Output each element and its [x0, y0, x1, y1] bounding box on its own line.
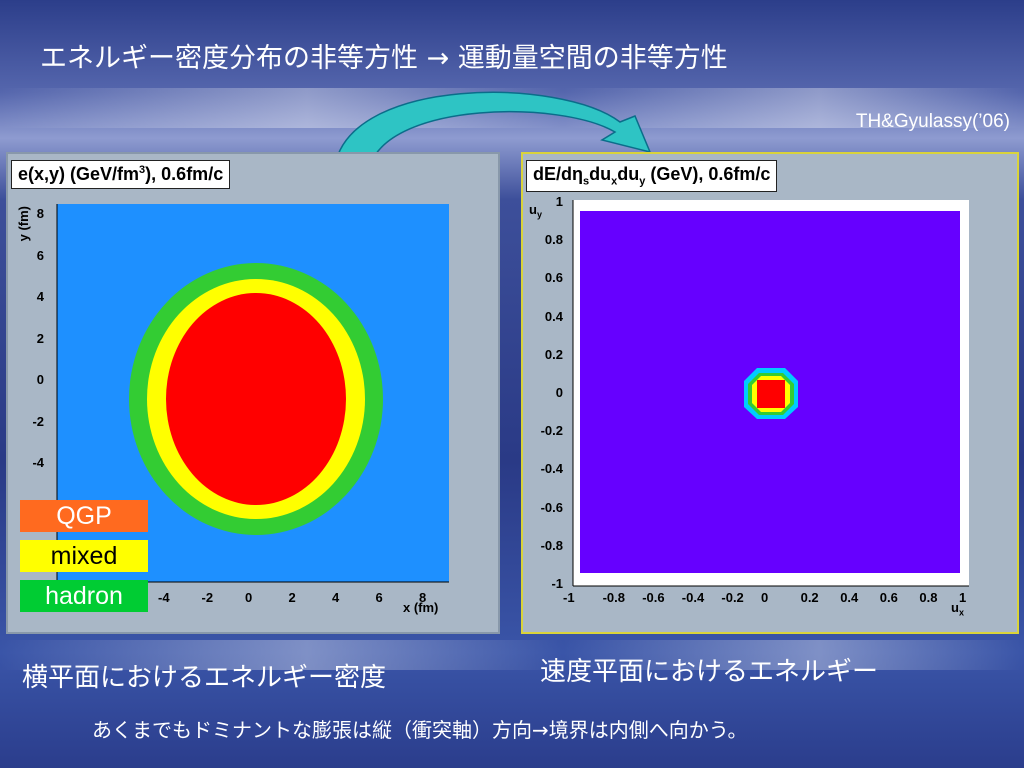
x-tick-label: -0.8	[602, 590, 625, 605]
y-tick-label: -4	[32, 455, 44, 470]
velocity-energy-plot	[572, 200, 969, 587]
slide-title: エネルギー密度分布の非等方性 → 運動量空間の非等方性	[40, 43, 728, 74]
x-tick-label: 0	[761, 590, 769, 605]
velocity-energy-panel: dE/dηsduxduy (GeV), 0.6fm/c uy 1 0.8 0.6 0.…	[521, 152, 1019, 634]
x-tick-label: 4	[332, 590, 340, 605]
energy-density-plot	[56, 204, 449, 583]
y-axis-label: uy	[529, 202, 542, 220]
x-tick-label: 6	[375, 590, 383, 605]
x-axis-label: x (fm)	[403, 600, 439, 615]
x-tick-label: 0.6	[879, 590, 898, 605]
caption-right: 速度平面におけるエネルギー	[540, 657, 879, 687]
y-tick-label: -0.4	[540, 461, 563, 477]
y-tick-label: -1	[551, 576, 563, 591]
y-tick-label: 8	[36, 206, 44, 221]
y-tick-label: 0.8	[544, 232, 563, 248]
caption-left: 横平面におけるエネルギー密度	[22, 663, 387, 693]
x-tick-label: -0.4	[681, 590, 705, 605]
legend-item-qgp: QGP	[20, 500, 148, 532]
background-wave	[0, 640, 1024, 670]
x-tick-label: 0	[245, 590, 253, 605]
y-tick-label: -0.8	[540, 537, 563, 553]
x-tick-label: -1	[563, 590, 575, 605]
footnote: あくまでもドミナントな膨張は縦（衝突軸）方向→境界は内側へ向かう。	[92, 718, 748, 742]
y-tick-label: 4	[36, 289, 44, 304]
x-axis-label: ux	[951, 600, 964, 618]
y-tick-label: 0.2	[544, 346, 563, 362]
qgp-region	[166, 293, 346, 505]
y-tick-label: 0	[555, 385, 563, 400]
y-tick-label: 0	[36, 372, 44, 387]
x-tick-label: -0.6	[642, 590, 665, 605]
x-tick-label: 1	[959, 590, 967, 605]
legend-item-hadron: hadron	[20, 580, 148, 612]
x-tick-label: 0.2	[800, 590, 819, 605]
y-tick-label: -0.2	[540, 423, 563, 439]
plot-label: dE/dηsduxduy (GeV), 0.6fm/c	[526, 160, 778, 192]
energy-peak	[757, 380, 785, 408]
x-tick-label: 0.4	[840, 590, 859, 605]
x-tick-label: -0.2	[721, 590, 744, 605]
legend-item-mixed: mixed	[20, 540, 148, 572]
citation: TH&Gyulassy(’06)	[855, 111, 1010, 132]
plot-label: e(x,y) (GeV/fm3), 0.6fm/c	[11, 160, 231, 189]
x-tick-label: 8	[419, 590, 427, 605]
y-tick-label: 1	[555, 194, 563, 209]
y-tick-label: 0.4	[544, 308, 563, 324]
x-tick-label: 0.8	[919, 590, 938, 605]
y-tick-label: -0.6	[540, 499, 563, 515]
y-tick-label: 2	[36, 330, 44, 346]
x-tick-label: -2	[201, 590, 214, 605]
y-tick-label: 0.6	[544, 270, 563, 286]
y-tick-label: 6	[36, 247, 44, 263]
x-tick-label: -4	[158, 590, 170, 605]
y-tick-label: -2	[32, 413, 44, 429]
curved-arrow-icon	[334, 91, 652, 167]
x-tick-label: 2	[288, 590, 296, 605]
